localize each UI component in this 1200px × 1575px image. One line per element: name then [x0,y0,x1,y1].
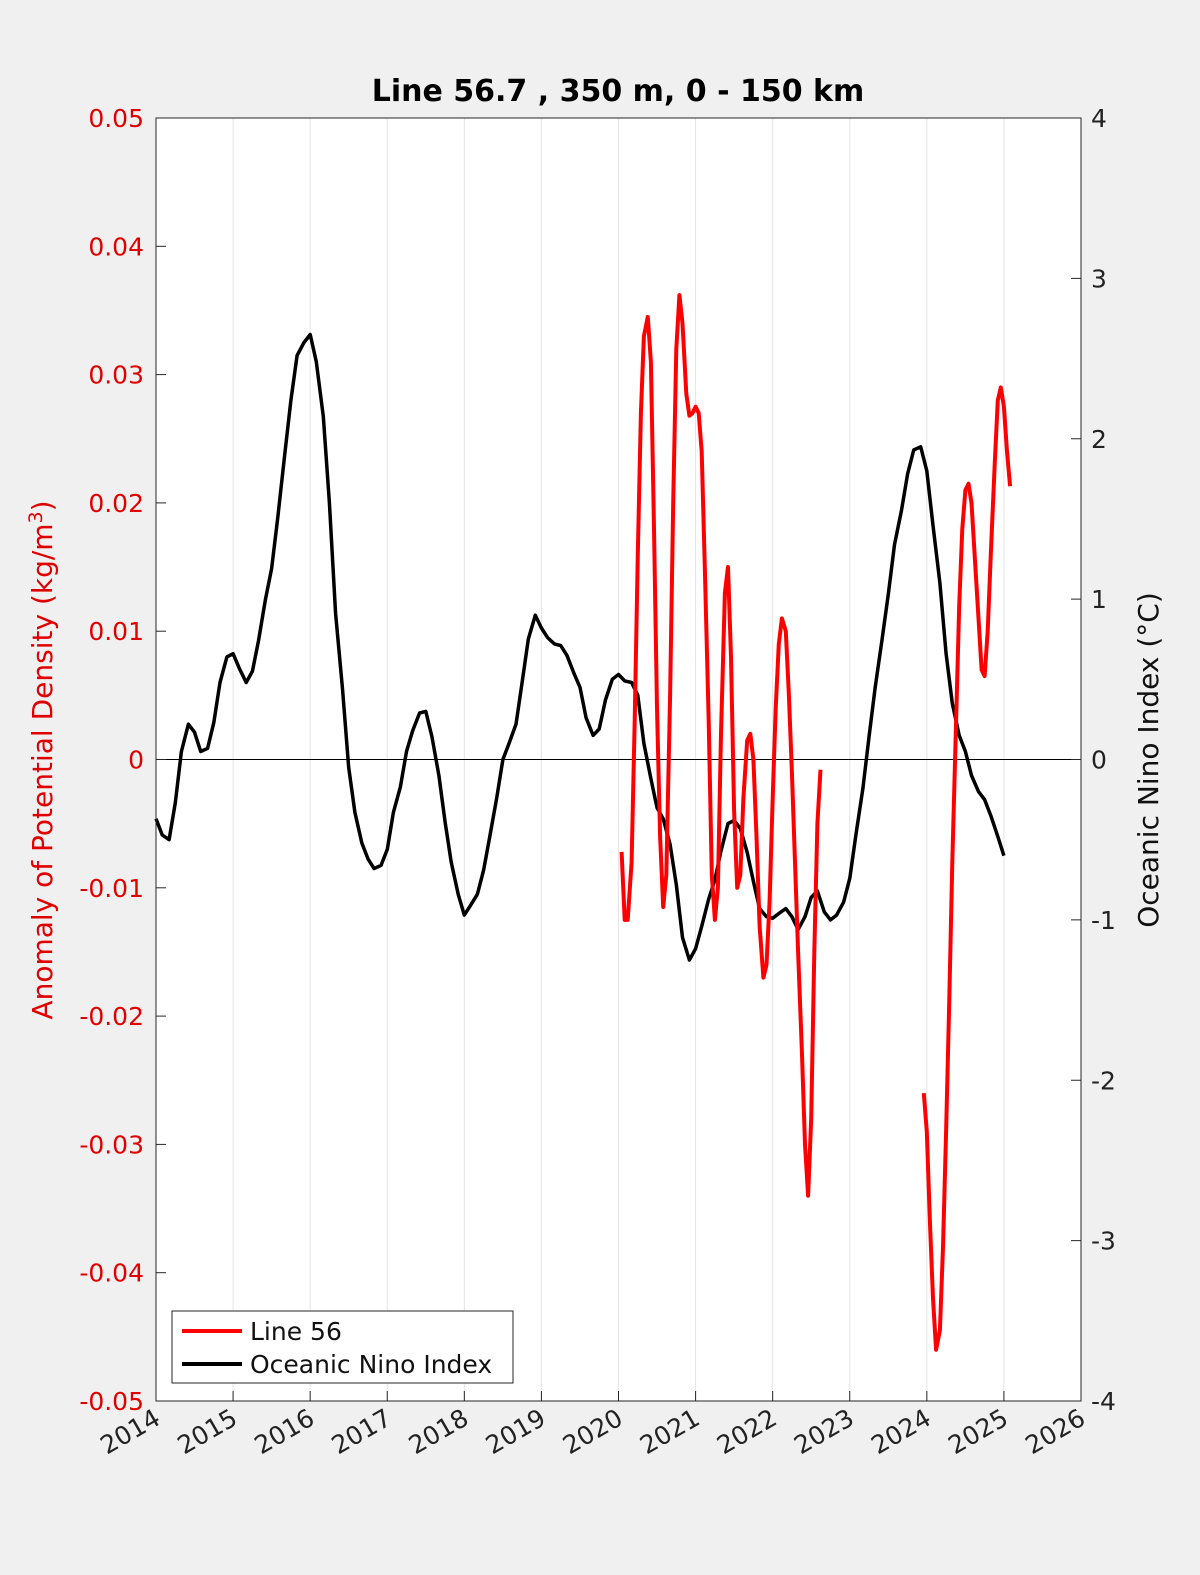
right-axis: -4 -3 -2 -1 0 1 2 3 4 [1071,104,1116,1416]
right-tick-label: -1 [1091,906,1116,935]
right-tick-label: -2 [1091,1066,1116,1095]
series-line-line-56-segment-2 [921,385,1013,1352]
x-tick-label-2017: 2017 [327,1403,397,1460]
left-tick-label: 0.03 [88,361,144,390]
series-group [154,293,1013,1352]
x-tick-label-2023: 2023 [789,1403,859,1460]
left-axis-label-suffix: ) [26,500,59,511]
legend: Line 56 Oceanic Nino Index [171,1310,514,1384]
left-tick-label: 0 [128,746,144,775]
x-tick-label-2018: 2018 [404,1403,474,1460]
x-tick-label-2019: 2019 [481,1403,551,1460]
x-tick-label-2016: 2016 [250,1403,320,1460]
left-tick-label: 0.05 [88,104,144,133]
series-line-oceanic-nino-index [154,332,1006,962]
left-axis-label-main: Anomaly of Potential Density (kg/m [26,523,59,1019]
x-tick-label-2024: 2024 [866,1403,936,1460]
left-tick-label: -0.03 [79,1130,144,1159]
right-tick-label: 2 [1091,425,1107,454]
right-tick-label: -4 [1091,1387,1116,1416]
series-line-line-56-segment-1 [619,293,823,1198]
x-tick-label-2025: 2025 [943,1403,1013,1460]
right-tick-label: 1 [1091,585,1107,614]
chart-title: Line 56.7 , 350 m, 0 - 150 km [372,74,865,109]
right-axis-label: Oceanic Nino Index (°C) [1132,592,1165,928]
x-tick-label-2022: 2022 [712,1403,782,1460]
left-axis: -0.05 -0.04 -0.03 -0.02 -0.01 0 0.01 0.02 0.03 0.… [79,104,166,1416]
right-tick-label: 0 [1091,746,1107,775]
x-tick-label-2020: 2020 [558,1403,628,1460]
x-tick-label-2026: 2026 [1020,1403,1090,1460]
left-tick-label: 0.02 [88,489,144,518]
left-tick-label: -0.04 [79,1259,144,1288]
left-axis-label-superscript: 3 [25,511,47,523]
legend-label-line-56: Line 56 [250,1317,342,1346]
legend-label-oni: Oceanic Nino Index [250,1350,492,1379]
left-tick-label: -0.05 [79,1387,144,1416]
right-tick-label: -3 [1091,1227,1116,1256]
left-tick-label: 0.04 [88,232,144,261]
legend-box [171,1310,514,1384]
left-tick-label: -0.02 [79,1002,144,1031]
left-axis-label: Anomaly of Potential Density (kg/m3) [25,500,59,1019]
left-tick-label: 0.01 [88,617,144,646]
left-tick-label: -0.01 [79,874,144,903]
x-tick-label-2021: 2021 [635,1403,705,1460]
right-tick-label: 4 [1091,104,1107,133]
x-tick-label-2015: 2015 [172,1403,242,1460]
right-tick-label: 3 [1091,264,1107,293]
